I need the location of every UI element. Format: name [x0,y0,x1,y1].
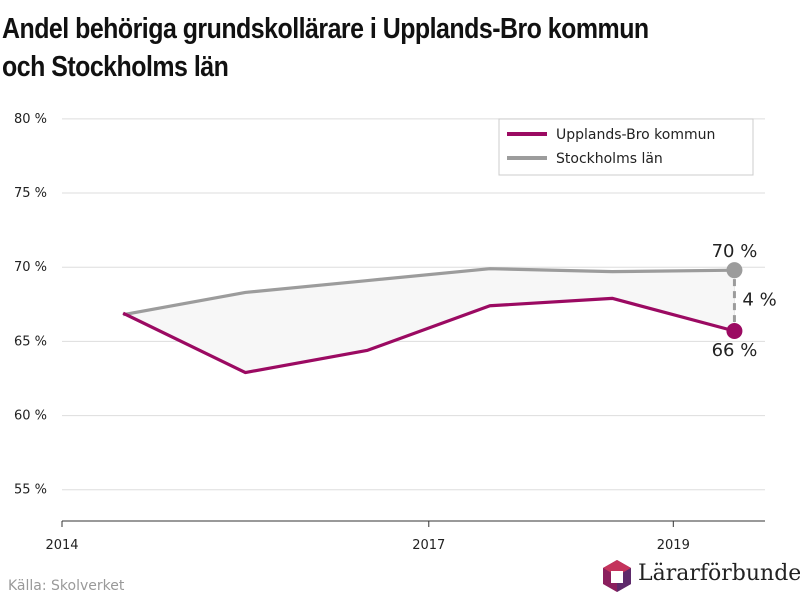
end-marker-stockholms-lan [726,262,743,279]
gap-label: 4 % [742,290,776,311]
legend-label: Stockholms län [556,151,663,167]
y-axis-ticks: 55 % 60 % 65 % 70 % 75 % 80 % [14,112,47,498]
legend-label: Upplands-Bro kommun [556,127,715,143]
y-tick-label: 60 % [14,409,47,424]
logo-text: Lärarförbundet [638,561,800,586]
y-tick-label: 75 % [14,186,47,201]
source-note: Källa: Skolverket [8,578,125,594]
series-lines [122,267,735,375]
logo-mark-icon [603,560,631,592]
end-markers [726,262,743,339]
y-tick-label: 55 % [14,483,47,498]
series-line-stockholms-lan [122,267,735,317]
x-tick-label: 2019 [657,538,690,553]
y-tick-label: 70 % [14,260,47,275]
chart-title: Andel behöriga grundskollärare i Uppland… [2,13,649,83]
annotations: 70 % 66 % 4 % [712,241,777,361]
y-tick-label: 65 % [14,334,47,349]
legend: Upplands-Bro kommun Stockholms län [498,118,754,176]
y-tick-label: 80 % [14,112,47,127]
series-line-upplands-bro [122,296,735,375]
end-label-upplands-bro: 66 % [712,340,758,361]
legend-box [498,118,754,176]
end-marker-upplands-bro [726,322,743,339]
x-axis: 2014 2017 2019 [45,520,765,553]
x-tick-label: 2017 [412,538,445,553]
x-tick-label: 2014 [45,538,78,553]
lararforbundet-logo: Lärarförbundet [600,556,800,596]
end-label-stockholms-lan: 70 % [712,241,758,262]
